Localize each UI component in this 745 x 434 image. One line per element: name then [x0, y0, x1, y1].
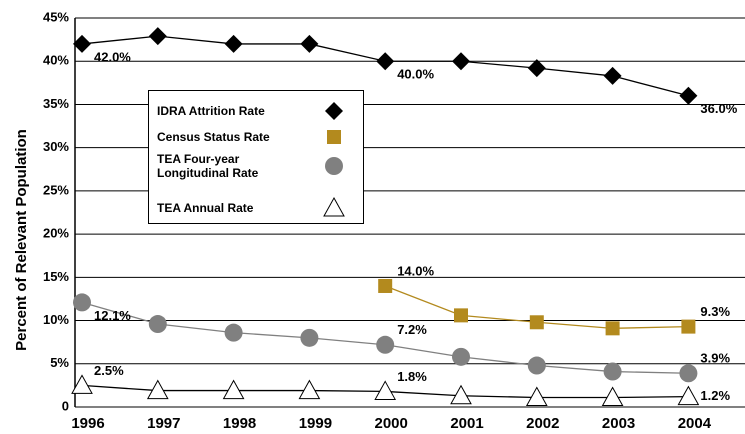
triangle-marker [601, 386, 624, 406]
circle-marker [300, 328, 319, 347]
legend-swatch [325, 102, 343, 120]
triangle-marker [146, 379, 169, 400]
y-tick-label: 30% [43, 139, 69, 154]
y-tick-label: 35% [43, 96, 69, 111]
value-label: 7.2% [397, 322, 427, 337]
triangle-marker [222, 379, 245, 400]
diamond-marker [603, 66, 622, 85]
legend-swatch [325, 157, 343, 175]
square-marker [378, 278, 393, 293]
legend-label: IDRA Attrition Rate [157, 104, 265, 118]
y-tick-label: 10% [43, 312, 69, 327]
legend-swatch [327, 130, 341, 144]
triangle-marker [374, 380, 397, 400]
x-tick-label: 1996 [71, 415, 104, 432]
value-label: 3.9% [700, 351, 730, 366]
value-label: 42.0% [94, 49, 131, 64]
diamond-marker [376, 52, 395, 71]
triangle-marker [677, 385, 700, 406]
y-tick-label: 40% [43, 53, 69, 68]
circle-marker [679, 364, 698, 383]
triangle-marker [525, 386, 548, 406]
circle-marker [452, 347, 470, 366]
y-axis-label: Percent of Relevant Population [13, 129, 30, 351]
legend-label: Census Status Rate [157, 130, 270, 144]
value-label: 1.8% [397, 369, 427, 384]
x-tick-label: 2002 [526, 415, 559, 432]
square-marker [454, 308, 468, 323]
square-marker [529, 315, 544, 330]
square-marker [681, 319, 696, 334]
y-tick-label: 45% [43, 9, 69, 24]
circle-marker [73, 293, 91, 312]
x-tick-label: 2004 [678, 415, 712, 432]
x-tick-label: 1998 [223, 415, 256, 432]
y-tick-label: 0 [62, 398, 69, 413]
x-tick-label: 1999 [299, 415, 332, 432]
value-label: 14.0% [397, 263, 434, 278]
triangle-marker [450, 384, 472, 405]
y-tick-label: 25% [43, 182, 69, 197]
x-tick-label: 2000 [375, 415, 408, 432]
value-label: 12.1% [94, 308, 131, 323]
circle-marker [603, 362, 622, 381]
value-label: 9.3% [700, 304, 730, 319]
legend: IDRA Attrition Rate Census Status Rate TEA… [148, 90, 364, 224]
circle-marker [527, 356, 546, 375]
circle-marker [224, 323, 243, 342]
diamond-marker [452, 52, 470, 71]
legend-label: TEA Four-year Longitudinal Rate [157, 152, 259, 180]
circle-marker [148, 315, 167, 334]
diamond-marker [148, 27, 167, 46]
y-tick-label: 15% [43, 269, 69, 284]
diamond-marker [679, 86, 698, 105]
legend-swatch [323, 196, 345, 217]
value-label: 1.2% [700, 388, 730, 403]
value-label: 40.0% [397, 67, 434, 82]
triangle-marker [298, 379, 321, 400]
circle-marker [376, 335, 395, 354]
diamond-marker [300, 34, 319, 53]
value-label: 2.5% [94, 363, 124, 378]
y-tick-label: 20% [43, 226, 69, 241]
x-tick-label: 1997 [147, 415, 180, 432]
square-marker [605, 321, 620, 336]
legend-label: TEA Annual Rate [157, 201, 254, 215]
legend-markers [323, 102, 345, 217]
x-tick-label: 2003 [602, 415, 635, 432]
value-label: 36.0% [700, 101, 737, 116]
x-tick-label: 2001 [450, 415, 483, 432]
diamond-marker [527, 59, 546, 78]
triangle-marker [71, 374, 93, 394]
diamond-marker [224, 34, 243, 53]
diamond-marker [73, 34, 91, 53]
y-tick-label: 5% [50, 355, 69, 370]
